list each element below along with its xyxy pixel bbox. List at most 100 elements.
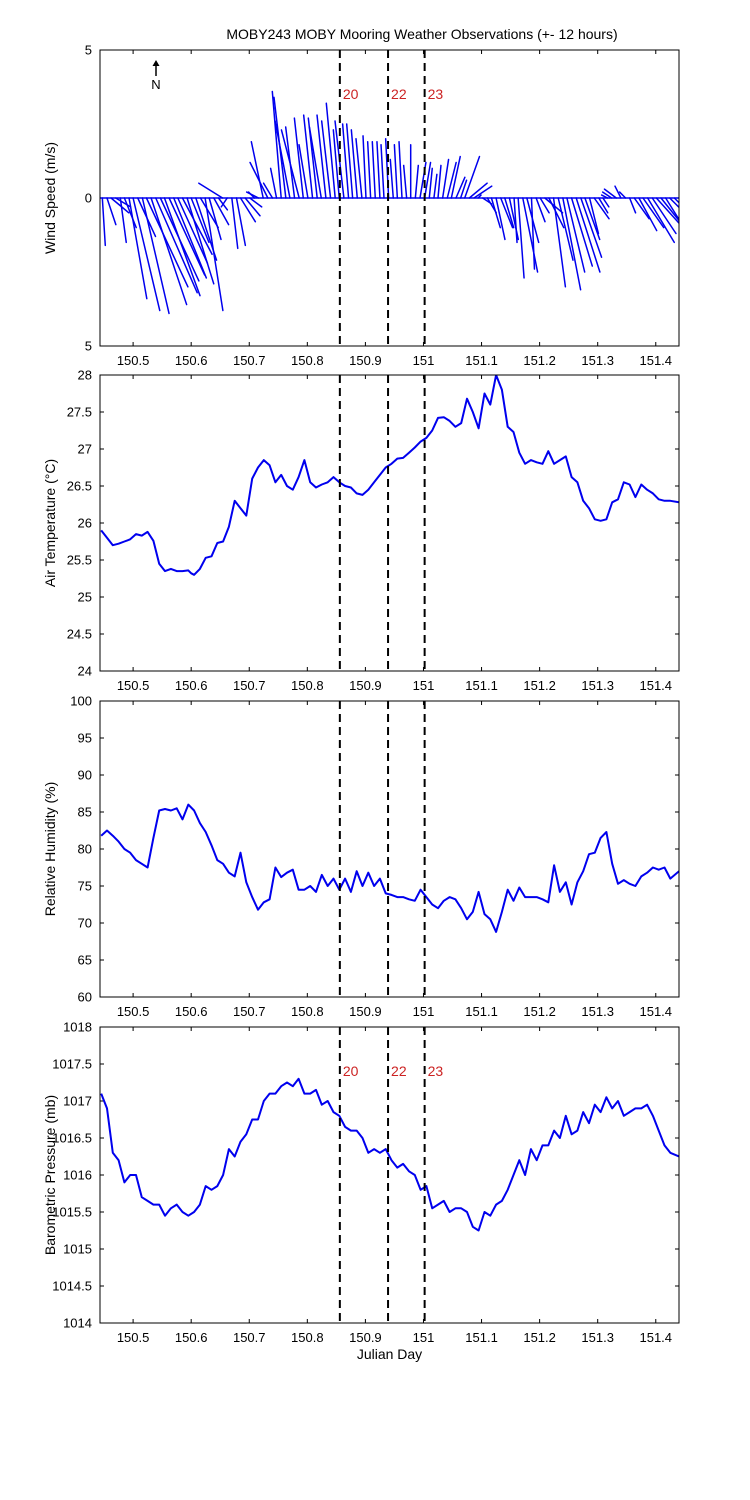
x-tick-label: 151.4: [639, 1004, 672, 1019]
wind-vector: [473, 185, 493, 199]
wind-vector: [552, 197, 567, 288]
wind-vector: [642, 197, 665, 229]
y-tick-label: 27.5: [67, 405, 92, 420]
wind-vector: [548, 197, 565, 229]
series-line: [100, 803, 679, 933]
panel-2: 150.5 150.6 150.7 150.8 150.9 151 151.1 151.2 15…: [42, 368, 680, 693]
y-tick-label: 1017: [63, 1094, 92, 1109]
wind-vector: [101, 197, 107, 247]
wind-vector: [341, 123, 350, 199]
wind-vector: [345, 123, 354, 199]
x-tick-label: 151.2: [523, 1330, 556, 1345]
wind-vector: [477, 194, 482, 199]
y-tick-label: 1015: [63, 1242, 92, 1257]
wind-vector: [380, 143, 385, 199]
event-marker-label: 22: [391, 1063, 407, 1079]
y-tick-label: 1016: [63, 1168, 92, 1183]
x-tick-label: 150.5: [117, 1330, 150, 1345]
wind-vector: [163, 197, 201, 297]
y-tick-label: 25.5: [67, 553, 92, 568]
panel-frame: [99, 49, 680, 347]
wind-vector: [517, 197, 525, 279]
wind-vector: [562, 197, 582, 291]
y-tick-label: 1018: [63, 1020, 92, 1035]
wind-vector: [664, 197, 679, 221]
x-tick-label: 150.6: [175, 1004, 208, 1019]
wind-vector: [535, 197, 546, 223]
panel-frame: [99, 1026, 680, 1324]
y-tick-label: 80: [78, 842, 92, 857]
y-tick-label: 28: [78, 368, 92, 383]
wind-vector: [350, 129, 359, 199]
wind-vector: [293, 117, 305, 199]
y-axis-label: Wind Speed (m/s): [42, 142, 58, 254]
wind-vector: [355, 138, 363, 199]
wind-vector: [580, 197, 603, 258]
wind-vector: [198, 182, 224, 199]
wind-vector: [250, 141, 264, 199]
wind-vector: [584, 197, 601, 241]
event-marker-label: 23: [428, 86, 444, 102]
y-tick-label: 27: [78, 442, 92, 457]
wind-vector: [186, 197, 215, 285]
plot-area: [100, 90, 679, 315]
wind-vector: [389, 158, 395, 199]
wind-vector: [332, 129, 341, 199]
wind-vector: [513, 197, 518, 244]
wind-vector: [614, 185, 622, 199]
wind-vector: [638, 197, 658, 232]
y-tick-label: 60: [78, 990, 92, 1005]
wind-vector: [633, 197, 650, 220]
y-tick-label: 26.5: [67, 479, 92, 494]
x-tick-label: 150.9: [349, 1004, 382, 1019]
wind-vector: [598, 197, 609, 214]
y-axis-label: Barometric Pressure (mb): [42, 1095, 58, 1255]
wind-vector: [320, 120, 332, 199]
wind-vector: [575, 197, 601, 273]
x-tick-label: 150.5: [117, 1004, 150, 1019]
y-tick-label: 24: [78, 664, 92, 679]
x-tick-label: 151.3: [581, 1004, 614, 1019]
wind-vector: [402, 164, 408, 199]
wind-vector: [437, 164, 442, 199]
y-tick-label: 90: [78, 768, 92, 783]
wind-vector: [668, 197, 679, 209]
x-tick-label: 151.3: [581, 678, 614, 693]
wind-vector: [530, 197, 536, 270]
panel-1: 150.5 150.6 150.7 150.8 150.9 151 151.1 151.2 15…: [42, 43, 680, 368]
north-label: N: [151, 77, 160, 92]
plot-area: [100, 803, 679, 933]
wind-vector: [110, 197, 130, 214]
wind-vector: [398, 141, 403, 199]
x-tick-label: 150.8: [291, 353, 324, 368]
wind-vector: [522, 197, 539, 273]
wind-vector: [308, 126, 323, 199]
wind-vector: [239, 197, 257, 223]
wind-vector: [177, 197, 209, 264]
y-tick-label: 85: [78, 805, 92, 820]
x-tick-label: 151.1: [465, 1004, 498, 1019]
wind-vector: [208, 197, 222, 241]
x-tick-label: 150.7: [233, 1330, 266, 1345]
wind-vector: [220, 197, 228, 208]
event-marker-label: 22: [391, 86, 407, 102]
wind-vector: [204, 197, 224, 312]
wind-vector: [468, 182, 488, 199]
wind-vector: [459, 179, 468, 199]
wind-vector: [106, 197, 117, 226]
x-tick-label: 150.6: [175, 1330, 208, 1345]
x-tick-label: 151.1: [465, 678, 498, 693]
wind-vector: [557, 197, 574, 261]
x-tick-label: 150.5: [117, 678, 150, 693]
y-tick-label: 1017.5: [52, 1057, 92, 1072]
wind-vector: [602, 197, 610, 208]
wind-vector: [455, 176, 466, 199]
x-tick-label: 151.1: [465, 353, 498, 368]
x-tick-label: 151.4: [639, 1330, 672, 1345]
wind-vector: [298, 143, 309, 199]
panel-frame: [99, 700, 680, 998]
y-tick-label: 26: [78, 516, 92, 531]
x-tick-label: 150.5: [117, 353, 150, 368]
wind-vector: [173, 197, 208, 279]
